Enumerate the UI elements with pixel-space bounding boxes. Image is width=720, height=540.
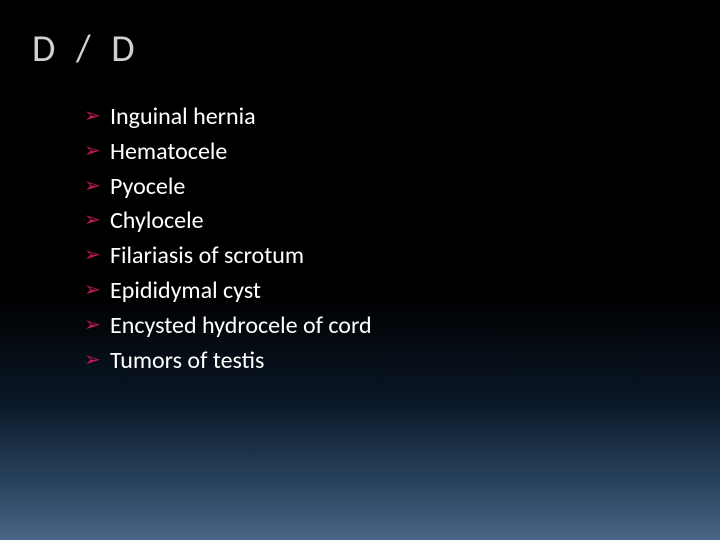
list-item: ➢ Encysted hydrocele of cord <box>84 309 372 344</box>
list-item: ➢ Tumors of testis <box>84 344 372 379</box>
list-item-text: Epididymal cyst <box>110 276 261 305</box>
list-item-text: Pyocele <box>110 172 185 201</box>
bullet-icon: ➢ <box>84 102 101 131</box>
bullet-icon: ➢ <box>84 137 101 166</box>
list-item-text: Encysted hydrocele of cord <box>110 311 372 340</box>
list-item-text: Inguinal hernia <box>110 102 256 131</box>
list-item: ➢ Epididymal cyst <box>84 274 372 309</box>
list-item-text: Chylocele <box>110 206 204 235</box>
list-item-text: Filariasis of scrotum <box>110 241 304 270</box>
differential-diagnosis-list: ➢ Inguinal hernia ➢ Hematocele ➢ Pyocele ➢ C… <box>84 100 372 378</box>
list-item-text: Tumors of testis <box>110 346 264 375</box>
list-item: ➢ Inguinal hernia <box>84 100 372 135</box>
bullet-icon: ➢ <box>84 172 101 201</box>
list-item: ➢ Hematocele <box>84 135 372 170</box>
slide-title: D / D <box>32 26 141 72</box>
bullet-icon: ➢ <box>84 346 101 375</box>
list-item: ➢ Filariasis of scrotum <box>84 239 372 274</box>
bullet-icon: ➢ <box>84 241 101 270</box>
bullet-icon: ➢ <box>84 276 101 305</box>
list-item: ➢ Pyocele <box>84 170 372 205</box>
list-item: ➢ Chylocele <box>84 204 372 239</box>
bullet-icon: ➢ <box>84 206 101 235</box>
bullet-icon: ➢ <box>84 311 101 340</box>
list-item-text: Hematocele <box>110 137 227 166</box>
